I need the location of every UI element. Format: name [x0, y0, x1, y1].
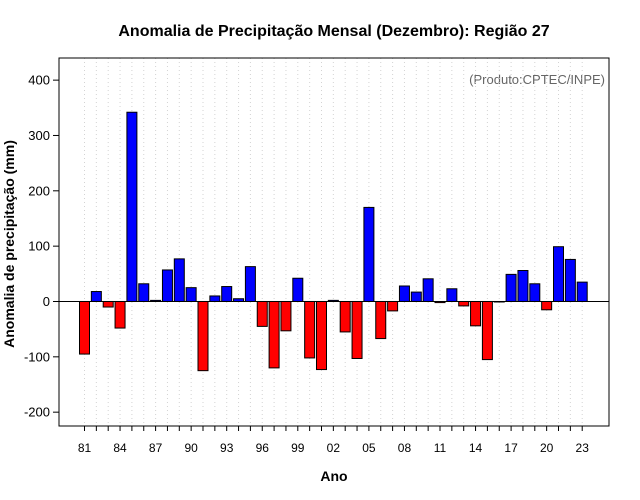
xtick-label-1987: 87: [149, 441, 163, 455]
xtick-label-2011: 11: [434, 441, 447, 455]
bar-2022: [564, 258, 576, 302]
bar-2023: [576, 281, 588, 302]
xtick-label-2014: 14: [469, 441, 483, 455]
bar-2003: [339, 300, 351, 333]
bar-2007: [387, 300, 399, 312]
bar-1985: [126, 111, 138, 302]
y-axis: -200 -100 0 100 200 300 400: [24, 73, 59, 420]
xtick-label-1981: 81: [78, 441, 92, 455]
xtick-label-1984: 84: [113, 441, 127, 455]
bar-1996: [256, 300, 268, 327]
xtick-label-2005: 05: [362, 441, 376, 455]
bar-2017: [505, 273, 517, 302]
bar-1993: [221, 286, 233, 302]
ytick-label-200: 200: [28, 183, 50, 198]
bar-2014: [470, 300, 482, 327]
chart-title: Anomalia de Precipitação Mensal (Dezembr…: [118, 23, 549, 40]
bar-2020: [541, 300, 553, 311]
bar-2008: [398, 285, 410, 302]
bar-2018: [517, 269, 529, 302]
x-axis: 81 84 87 90 93 96 99 02 05 08 11 14 17 20 23: [78, 426, 589, 455]
bar-1988: [161, 269, 173, 302]
bar-2012: [446, 288, 458, 302]
bar-2013: [458, 300, 470, 307]
xtick-label-2008: 08: [398, 441, 412, 455]
bar-1992: [209, 295, 221, 302]
bar-1981: [79, 300, 90, 355]
bars: [79, 111, 588, 372]
ytick-label-0: 0: [43, 294, 50, 309]
bar-2010: [422, 278, 434, 302]
xtick-label-2017: 17: [504, 441, 518, 455]
bar-1998: [280, 300, 292, 332]
bar-2006: [375, 300, 387, 340]
xtick-label-2023: 23: [576, 441, 590, 455]
ytick-label--200: -200: [24, 405, 50, 420]
ytick-label-400: 400: [28, 73, 50, 88]
bar-1990: [185, 287, 197, 302]
bar-1982: [90, 291, 102, 302]
xtick-label-2002: 02: [327, 441, 341, 455]
bar-1989: [173, 258, 185, 302]
plot-frame: [58, 57, 610, 427]
xtick-label-1996: 96: [256, 441, 270, 455]
bar-1986: [138, 283, 150, 302]
bar-1999: [292, 277, 304, 302]
bar-2004: [351, 300, 363, 359]
ytick-label-300: 300: [28, 128, 50, 143]
xtick-label-1990: 90: [184, 441, 198, 455]
bar-2009: [410, 291, 422, 302]
ytick-label--100: -100: [24, 349, 50, 364]
gridlines: [84, 58, 583, 426]
bar-2015: [481, 300, 493, 361]
bar-2001: [316, 300, 327, 371]
bar-1995: [244, 266, 256, 302]
bar-2000: [304, 300, 316, 359]
xtick-label-1993: 93: [220, 441, 234, 455]
bar-2005: [363, 206, 375, 302]
xtick-label-1999: 99: [291, 441, 305, 455]
bar-1983: [102, 300, 114, 308]
bar-1984: [114, 300, 126, 329]
bar-1991: [197, 300, 209, 372]
bar-2019: [529, 283, 541, 302]
bar-1997: [268, 300, 280, 369]
xtick-label-2020: 20: [540, 441, 554, 455]
ytick-label-100: 100: [28, 239, 50, 254]
product-credit: (Produto:CPTEC/INPE): [469, 72, 605, 87]
y-axis-label: Anomalia de precipitação (mm): [1, 140, 17, 348]
x-axis-label: Ano: [320, 468, 347, 484]
bar-2021: [553, 246, 564, 302]
